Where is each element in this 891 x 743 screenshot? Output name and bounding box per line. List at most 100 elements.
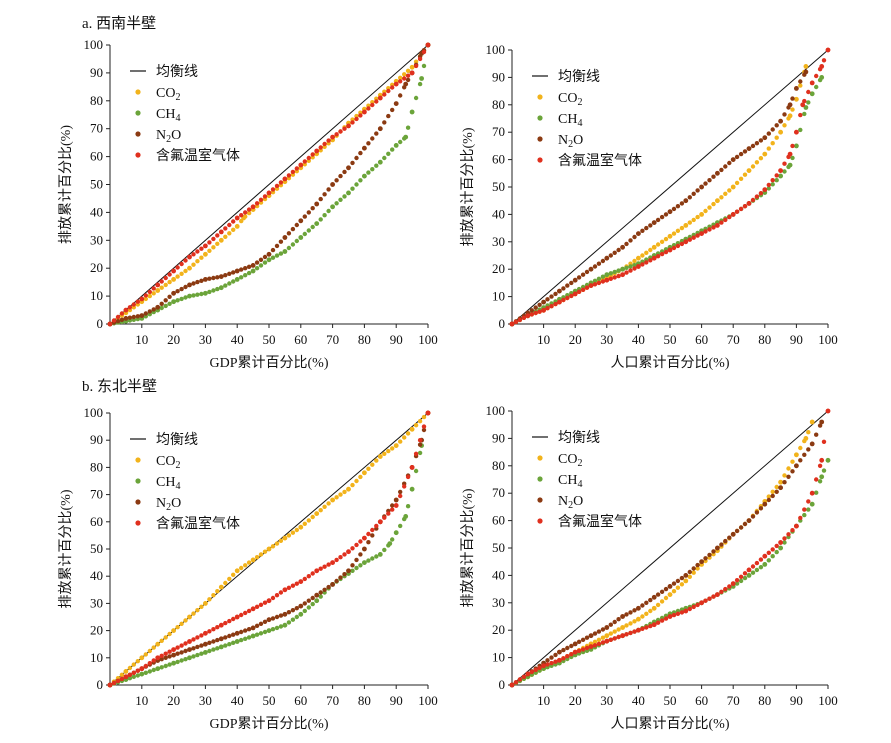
data-point-co2: [239, 565, 244, 571]
data-point-fgas: [346, 549, 351, 555]
x-tick-label: 50: [263, 693, 276, 708]
data-point-n2o: [628, 610, 633, 615]
data-point-n2o: [671, 581, 677, 586]
data-point-fgas: [358, 113, 363, 118]
data-point-fgas: [159, 653, 164, 658]
data-point-fgas: [231, 219, 236, 224]
data-point-ch4: [358, 563, 363, 568]
data-point-co2: [227, 231, 232, 236]
data-point-co2: [127, 665, 133, 671]
data-point-n2o: [561, 286, 566, 291]
data-point-n2o: [403, 81, 409, 87]
data-point-co2: [679, 225, 685, 231]
data-point-n2o: [636, 231, 641, 237]
data-point-ch4: [817, 479, 823, 484]
data-point-ch4: [195, 652, 200, 658]
data-point-n2o: [342, 572, 347, 577]
data-point-fgas: [819, 64, 825, 69]
y-tick-label: 0: [97, 677, 104, 692]
data-point-fgas: [342, 552, 347, 557]
y-tick-label: 0: [97, 316, 104, 331]
data-point-fgas: [243, 610, 248, 616]
data-point-co2: [211, 245, 216, 250]
legend-marker-ch4: [135, 478, 141, 484]
data-point-n2o: [742, 521, 748, 527]
legend-label-fgas: 含氟温室气体: [558, 152, 642, 169]
data-point-fgas: [350, 120, 355, 125]
data-point-n2o: [766, 497, 771, 503]
data-point-ch4: [386, 151, 391, 156]
data-point-fgas: [250, 606, 256, 612]
data-point-co2: [187, 265, 192, 271]
data-point-ch4: [398, 139, 403, 145]
data-point-ch4: [398, 523, 403, 529]
data-point-fgas: [687, 237, 692, 242]
data-point-fgas: [398, 493, 403, 499]
data-point-fgas: [258, 197, 264, 202]
data-point-ch4: [270, 627, 276, 632]
data-point-fgas: [553, 659, 558, 664]
data-point-fgas: [346, 123, 351, 129]
data-point-n2o: [565, 645, 570, 651]
data-point-n2o: [326, 187, 331, 192]
data-point-fgas: [131, 670, 136, 675]
y-tick-label: 20: [492, 261, 505, 276]
data-point-n2o: [675, 204, 681, 209]
y-tick-label: 80: [492, 97, 505, 112]
data-point-n2o: [405, 77, 411, 83]
data-point-fgas: [604, 638, 610, 644]
data-point-ch4: [350, 568, 355, 573]
data-point-n2o: [298, 603, 304, 609]
data-point-fgas: [572, 291, 578, 297]
data-point-n2o: [604, 625, 610, 630]
data-point-co2: [223, 580, 228, 586]
data-point-fgas: [663, 616, 669, 621]
data-point-fgas: [227, 222, 232, 228]
data-point-n2o: [604, 255, 610, 261]
data-point-co2: [306, 518, 311, 523]
data-point-co2: [409, 64, 415, 70]
data-point-n2o: [250, 625, 256, 631]
data-point-n2o: [572, 641, 578, 647]
data-point-fgas: [421, 49, 427, 55]
data-point-fgas: [727, 214, 732, 220]
data-point-n2o: [246, 627, 252, 632]
legend-marker-n2o: [537, 136, 543, 142]
data-point-fgas: [569, 652, 574, 657]
data-point-fgas: [766, 550, 771, 555]
y-tick-label: 90: [492, 69, 505, 84]
data-point-n2o: [600, 627, 606, 632]
data-point-co2: [163, 282, 168, 288]
data-point-ch4: [183, 657, 188, 662]
data-point-fgas: [139, 296, 145, 302]
data-point-n2o: [537, 302, 542, 307]
x-axis-title: 人口累计百分比(%): [611, 716, 730, 732]
data-point-co2: [179, 621, 184, 626]
data-point-n2o: [782, 480, 787, 485]
data-point-ch4: [409, 486, 415, 492]
data-point-fgas: [655, 620, 661, 625]
legend-marker-ch4: [537, 115, 543, 121]
data-point-fgas: [115, 314, 121, 320]
data-point-co2: [302, 521, 307, 526]
data-point-fgas: [608, 637, 613, 642]
data-point-fgas: [819, 457, 825, 463]
data-point-fgas: [139, 666, 145, 672]
data-point-n2o: [616, 247, 621, 253]
data-point-n2o: [679, 575, 685, 581]
y-tick-label: 20: [90, 260, 103, 275]
x-tick-label: 10: [135, 332, 148, 347]
data-point-co2: [203, 601, 208, 606]
data-point-n2o: [794, 463, 799, 469]
legend-label-eq: 均衡线: [156, 432, 198, 448]
data-point-co2: [695, 566, 700, 571]
legend-label-fgas: 含氟温室气体: [156, 147, 240, 164]
data-point-co2: [318, 508, 323, 513]
data-point-ch4: [366, 558, 371, 563]
data-point-n2o: [569, 280, 574, 286]
data-point-fgas: [774, 173, 779, 178]
data-point-n2o: [234, 630, 240, 636]
data-point-n2o: [298, 218, 304, 224]
data-point-fgas: [798, 112, 803, 118]
data-point-n2o: [218, 274, 224, 279]
